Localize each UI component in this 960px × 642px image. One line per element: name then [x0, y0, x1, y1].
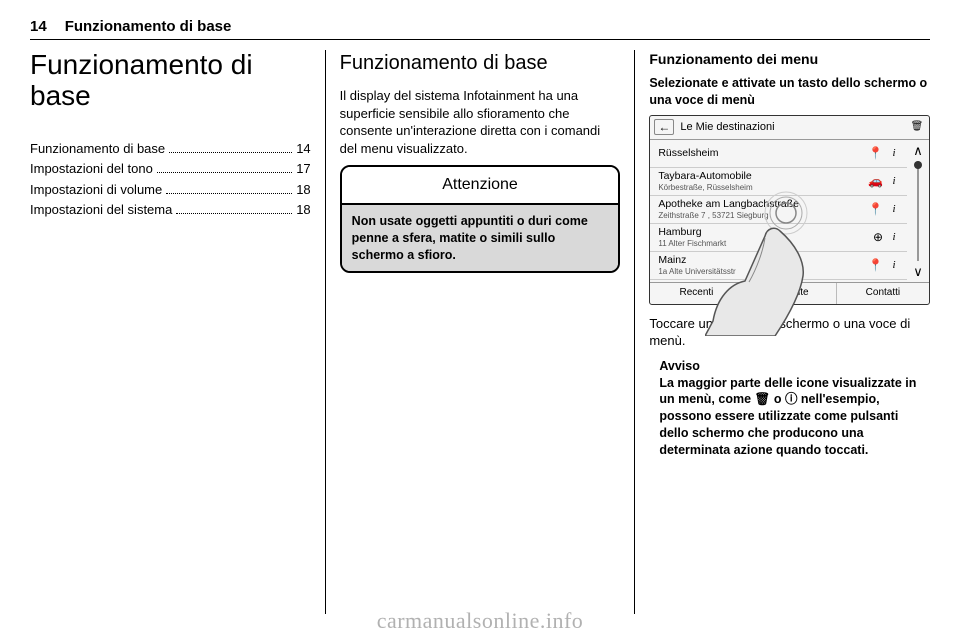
subhead-menu-operation: Funzionamento dei menu	[649, 50, 930, 69]
item-main: Mainz	[658, 253, 864, 267]
item-sub: 1a Alte Universitätsstr	[658, 267, 864, 278]
tab-recent[interactable]: Recenti	[650, 283, 743, 304]
tab-favorites[interactable]: Preferite	[744, 283, 837, 304]
note-body: La maggior parte delle icone visualizzat…	[659, 375, 930, 459]
column-right: Funzionamento dei menu Selezionate e att…	[635, 50, 930, 614]
page-header: 14 Funzionamento di base	[30, 18, 930, 40]
intro-paragraph: Il display del sistema Infotainment ha u…	[340, 87, 621, 157]
toc-page: 18	[296, 201, 310, 219]
toc-row: Impostazioni del tono 17	[30, 160, 311, 178]
item-main: Taybara-Automobile	[658, 169, 864, 183]
pin-icon: 📍	[868, 201, 883, 217]
note-label: Avviso	[659, 358, 930, 375]
toc-page: 17	[296, 160, 310, 178]
watermark: carmanualsonline.info	[0, 608, 960, 634]
item-sub: Körbestraße, Rüsselsheim	[658, 183, 864, 194]
tab-contacts[interactable]: Contatti	[837, 283, 929, 304]
item-main: Rüsselsheim	[658, 146, 864, 160]
toc-label: Impostazioni di volume	[30, 181, 162, 199]
item-sub: Zeithstraße 7 , 53721 Siegburg	[658, 211, 864, 222]
warning-title: Attenzione	[342, 167, 619, 205]
chapter-heading: Funzionamento di base	[30, 50, 311, 112]
list-item[interactable]: Hamburg11 Alter Fischmarkt ⊕ i	[650, 224, 907, 252]
scroll-track[interactable]	[917, 161, 919, 261]
pin-icon: 📍	[868, 257, 883, 273]
back-button[interactable]: ←	[654, 119, 674, 135]
toc-label: Impostazioni del tono	[30, 160, 153, 178]
item-main: Hamburg	[658, 225, 869, 239]
column-left: Funzionamento di base Funzionamento di b…	[30, 50, 326, 614]
toc-row: Impostazioni di volume 18	[30, 181, 311, 199]
item-sub: 11 Alter Fischmarkt	[658, 239, 869, 250]
item-main: Apotheke am Langbachstraße	[658, 197, 864, 211]
list-item[interactable]: Rüsselsheim 📍 i	[650, 140, 907, 168]
scroll-thumb[interactable]	[914, 161, 922, 169]
warning-body: Non usate oggetti appuntiti o duri come …	[342, 205, 619, 272]
car-icon: 🚗	[868, 173, 883, 189]
list-item[interactable]: Apotheke am LangbachstraßeZeithstraße 7 …	[650, 196, 907, 224]
plus-pin-icon: ⊕	[873, 229, 883, 245]
toc: Funzionamento di base 14 Impostazioni de…	[30, 140, 311, 219]
info-icon[interactable]: i	[887, 202, 901, 216]
screen-titlebar: ← Le Mie destinazioni 🗑	[650, 116, 929, 140]
screen-title: Le Mie destinazioni	[680, 120, 903, 135]
list-item[interactable]: Taybara-AutomobileKörbestraße, Rüsselshe…	[650, 168, 907, 196]
destination-list: Rüsselsheim 📍 i Taybara-AutomobileKörbes…	[650, 140, 907, 282]
trash-icon[interactable]: 🗑	[909, 120, 925, 134]
toc-page: 14	[296, 140, 310, 158]
section-heading: Funzionamento di base	[340, 50, 621, 77]
toc-dots	[169, 152, 292, 153]
scrollbar[interactable]: ∧ ∨	[911, 144, 925, 278]
toc-label: Funzionamento di base	[30, 140, 165, 158]
column-middle: Funzionamento di base Il display del sis…	[326, 50, 636, 614]
toc-dots	[176, 213, 292, 214]
toc-page: 18	[296, 181, 310, 199]
scroll-down-icon[interactable]: ∨	[913, 265, 923, 278]
warning-box: Attenzione Non usate oggetti appuntiti o…	[340, 165, 621, 273]
header-title: Funzionamento di base	[65, 18, 232, 35]
list-item[interactable]: Mainz1a Alte Universitätsstr 📍 i	[650, 252, 907, 280]
toc-label: Impostazioni del sistema	[30, 201, 172, 219]
subhead-select-activate: Selezionate e attivate un tasto dello sc…	[649, 75, 930, 109]
info-icon[interactable]: i	[887, 174, 901, 188]
info-icon[interactable]: i	[887, 230, 901, 244]
info-icon[interactable]: i	[887, 146, 901, 160]
pin-icon: 📍	[868, 145, 883, 161]
toc-dots	[166, 193, 292, 194]
toc-dots	[157, 172, 292, 173]
toc-row: Funzionamento di base 14	[30, 140, 311, 158]
info-icon[interactable]: i	[887, 258, 901, 272]
page-number: 14	[30, 18, 47, 35]
touch-instruction: Toccare un tasto dello schermo o una voc…	[649, 315, 930, 350]
scroll-up-icon[interactable]: ∧	[913, 144, 923, 157]
screen-tabbar: Recenti Preferite Contatti	[650, 282, 929, 304]
toc-row: Impostazioni del sistema 18	[30, 201, 311, 219]
touchscreen-illustration: ← Le Mie destinazioni 🗑 Rüsselsheim 📍 i …	[649, 115, 930, 305]
